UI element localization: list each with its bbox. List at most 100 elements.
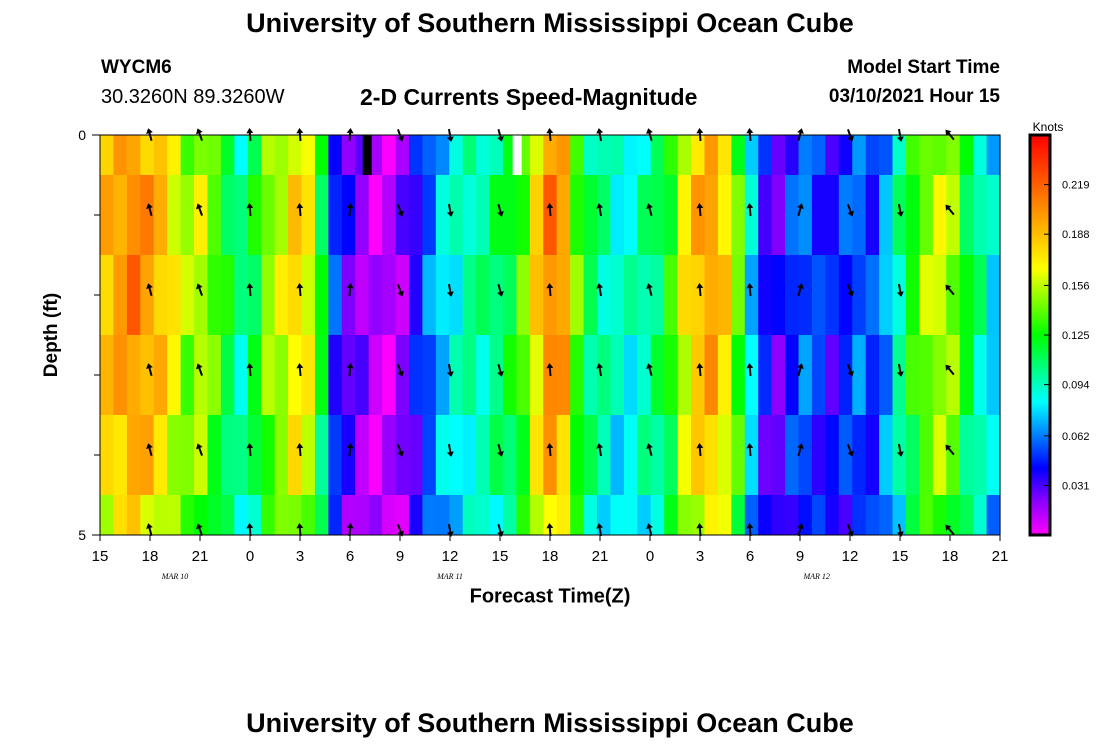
current-arrow bbox=[296, 443, 304, 457]
heatmap-cell bbox=[301, 255, 316, 335]
current-arrow-head bbox=[746, 443, 754, 449]
heatmap-cell bbox=[932, 255, 947, 335]
current-arrow-head bbox=[497, 211, 504, 217]
current-arrow-head bbox=[397, 210, 404, 217]
heatmap-cell bbox=[973, 335, 988, 415]
current-arrow-head bbox=[397, 450, 404, 457]
heatmap-cell bbox=[435, 135, 450, 175]
heatmap-cell bbox=[771, 255, 786, 335]
heatmap-cell bbox=[207, 415, 222, 495]
current-arrow-head bbox=[446, 451, 454, 457]
current-arrow-head bbox=[596, 128, 604, 134]
heatmap-cell bbox=[382, 495, 397, 535]
heatmap-cell bbox=[623, 135, 638, 175]
current-arrow bbox=[696, 128, 704, 142]
current-arrow-head bbox=[296, 363, 304, 369]
x-tick-label: 21 bbox=[992, 548, 1009, 565]
heatmap-cell bbox=[126, 175, 141, 255]
current-arrow bbox=[797, 363, 804, 377]
heatmap-cell bbox=[717, 255, 732, 335]
x-date-label: MAR 11 bbox=[436, 572, 463, 581]
current-arrow bbox=[397, 444, 404, 457]
heatmap-cell bbox=[865, 255, 880, 335]
current-arrow bbox=[746, 203, 754, 217]
heatmap-cell bbox=[140, 495, 155, 535]
current-arrow-head bbox=[945, 284, 952, 291]
footer-title: University of Southern Mississippi Ocean… bbox=[246, 708, 854, 738]
current-arrow-head bbox=[847, 290, 854, 297]
current-arrow-head bbox=[296, 283, 304, 289]
heatmap-cell bbox=[583, 335, 598, 415]
heatmap-cell bbox=[771, 175, 786, 255]
heatmap-cell bbox=[973, 415, 988, 495]
heatmap-cell bbox=[341, 135, 356, 175]
current-arrow bbox=[446, 523, 454, 537]
x-tick-label: 9 bbox=[796, 548, 804, 565]
heatmap-cell bbox=[852, 255, 867, 335]
heatmap-cell bbox=[301, 415, 316, 495]
current-arrow bbox=[497, 283, 504, 297]
x-tick-label: 15 bbox=[892, 548, 909, 565]
heatmap-cell bbox=[422, 135, 437, 175]
current-arrow-head bbox=[196, 523, 203, 530]
heatmap-cell bbox=[691, 255, 706, 335]
current-arrow-head bbox=[945, 444, 952, 451]
heatmap-cell bbox=[314, 255, 329, 335]
current-arrow bbox=[945, 524, 955, 536]
heatmap-cell bbox=[207, 335, 222, 415]
current-arrow bbox=[196, 363, 203, 376]
heatmap-cell bbox=[691, 495, 706, 535]
current-arrow-head bbox=[397, 370, 404, 377]
heatmap-cell bbox=[771, 335, 786, 415]
heatmap-cell bbox=[717, 415, 732, 495]
heatmap-cell bbox=[691, 175, 706, 255]
heatmap-cell bbox=[865, 415, 880, 495]
heatmap-cell bbox=[220, 175, 235, 255]
heatmap-cell bbox=[865, 135, 880, 175]
heatmap-cell bbox=[314, 175, 329, 255]
heatmap-cell bbox=[167, 175, 182, 255]
heatmap-cell bbox=[207, 495, 222, 535]
heatmap-cell bbox=[758, 255, 773, 335]
current-arrow bbox=[296, 203, 304, 217]
x-tick-label: 3 bbox=[296, 548, 304, 565]
heatmap-cell bbox=[180, 495, 195, 535]
heatmap-cell bbox=[126, 135, 141, 175]
heatmap-cell bbox=[865, 335, 880, 415]
heatmap-cell bbox=[476, 335, 491, 415]
heatmap-cell bbox=[368, 175, 383, 255]
heatmap-cell bbox=[556, 255, 571, 335]
heatmap-cell bbox=[314, 335, 329, 415]
current-arrow-head bbox=[146, 128, 153, 134]
current-arrow-head bbox=[945, 524, 952, 531]
heatmap-cell bbox=[220, 415, 235, 495]
heatmap-cell bbox=[234, 495, 249, 535]
current-arrow bbox=[945, 364, 955, 376]
heatmap-cell bbox=[986, 335, 1001, 415]
current-arrow-head bbox=[646, 283, 653, 289]
heatmap-cell bbox=[785, 495, 800, 535]
heatmap-cell bbox=[476, 175, 491, 255]
current-arrow bbox=[146, 203, 153, 217]
heatmap-cell bbox=[798, 415, 813, 495]
current-arrow bbox=[296, 128, 304, 142]
heatmap-cell bbox=[892, 135, 907, 175]
heatmap-cell bbox=[583, 495, 598, 535]
heatmap-cell bbox=[476, 495, 491, 535]
current-arrow bbox=[397, 129, 404, 142]
heatmap-cell bbox=[879, 135, 894, 175]
current-arrow-head bbox=[746, 523, 754, 529]
current-arrow-head bbox=[945, 364, 952, 371]
current-arrow bbox=[847, 284, 854, 297]
current-arrow bbox=[546, 443, 554, 457]
current-arrow bbox=[945, 129, 955, 141]
heatmap-cell bbox=[529, 335, 544, 415]
heatmap-cell bbox=[785, 415, 800, 495]
current-arrow bbox=[497, 203, 504, 217]
current-arrow bbox=[196, 523, 203, 536]
heatmap-cell bbox=[408, 135, 423, 175]
heatmap-cell bbox=[328, 255, 343, 335]
heatmap-cell bbox=[288, 175, 303, 255]
heatmap-cell bbox=[502, 175, 518, 255]
current-arrow bbox=[596, 283, 604, 297]
